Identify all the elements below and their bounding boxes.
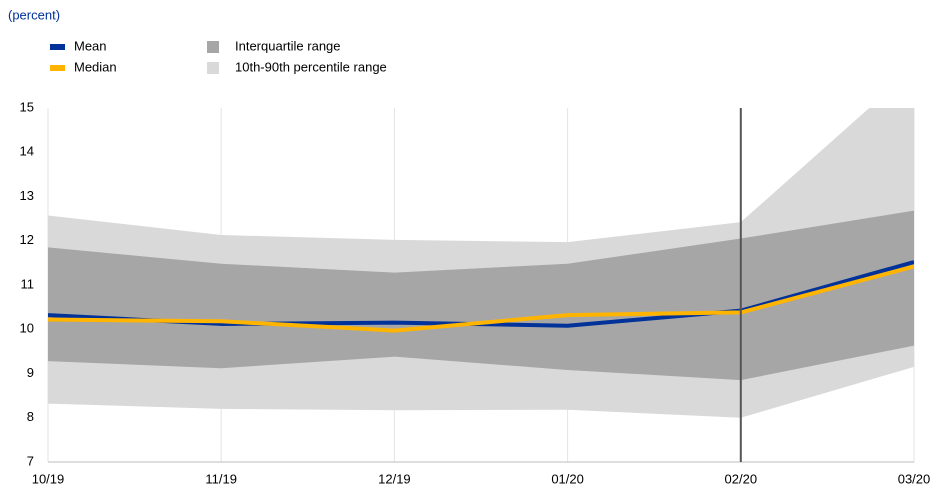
x-tick-label: 02/20 — [725, 471, 758, 486]
y-tick-label: 11 — [21, 276, 35, 291]
y-tick-label: 8 — [27, 409, 34, 424]
range-band — [48, 210, 914, 381]
legend-label: 10th-90th percentile range — [235, 59, 387, 74]
series-line — [48, 264, 914, 333]
legend-swatch — [207, 62, 219, 74]
bands — [48, 108, 914, 418]
lines — [48, 260, 914, 333]
legend-label: Median — [74, 59, 117, 74]
y-tick-label: 14 — [20, 144, 34, 159]
x-tick-label: 11/19 — [205, 471, 237, 486]
y-tick-label: 13 — [20, 188, 34, 203]
y-tick-label: 15 — [20, 99, 34, 114]
legend-swatch — [50, 44, 65, 50]
y-tick-label: 10 — [20, 321, 34, 336]
legend-label: Interquartile range — [235, 38, 341, 53]
y-tick-label: 12 — [20, 232, 34, 247]
x-tick-label: 12/19 — [378, 471, 411, 486]
axes: 10/19 11/19 12/19 01/20 02/20 03/20 7 8 9 10 11 12 1… — [20, 99, 931, 486]
y-tick-label: 9 — [27, 365, 34, 380]
legend: Mean Median Interquartile range 10th-90th p… — [50, 38, 387, 74]
chart-subtitle: (percent) — [8, 7, 60, 22]
y-tick-label: 7 — [27, 453, 34, 468]
legend-swatch — [50, 65, 65, 71]
legend-swatch — [207, 41, 219, 53]
x-tick-label: 01/20 — [551, 471, 584, 486]
legend-label: Mean — [74, 38, 107, 53]
x-tick-label: 10/19 — [32, 471, 65, 486]
x-tick-label: 03/20 — [898, 471, 931, 486]
